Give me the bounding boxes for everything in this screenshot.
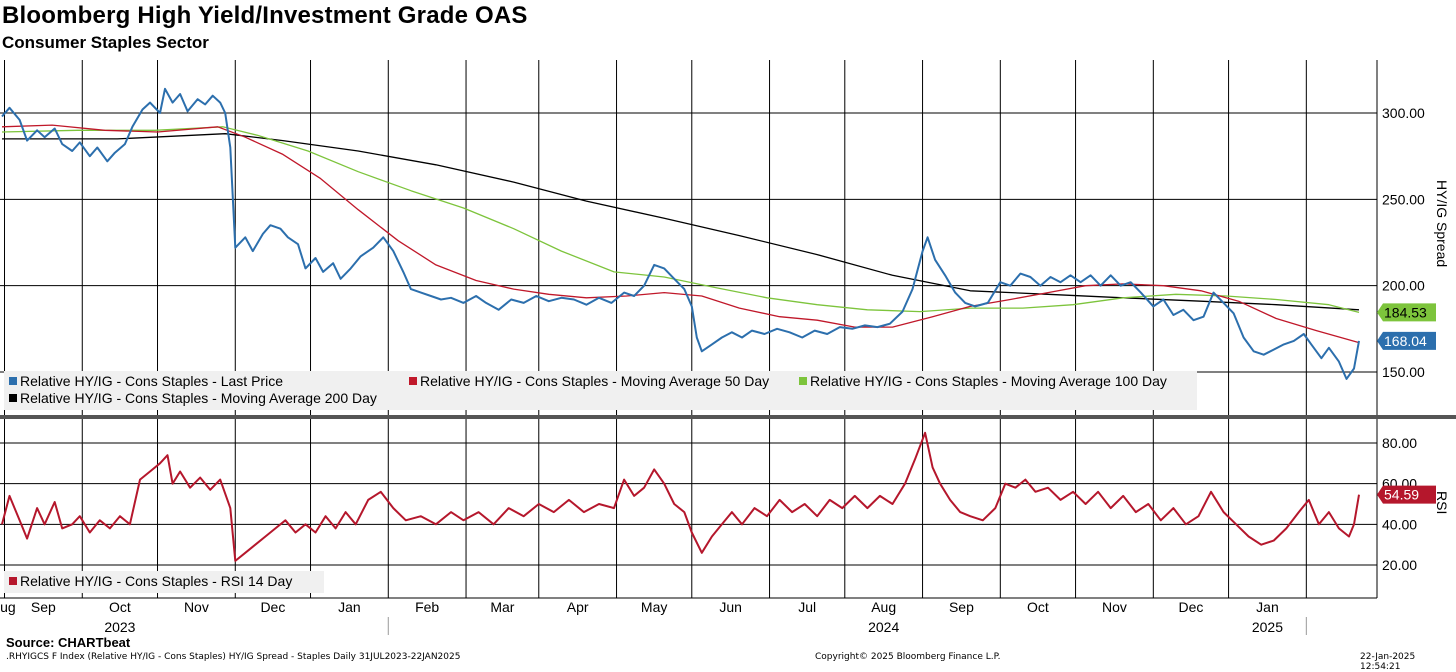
last-price-swatch <box>9 377 17 385</box>
legend-item-ma200: Relative HY/IG - Cons Staples - Moving A… <box>9 390 377 406</box>
footer-copyright: Copyright© 2025 Bloomberg Finance L.P. <box>815 652 1001 662</box>
series-rsi-line <box>1 431 1360 562</box>
y-tick-label: 40.00 <box>1382 516 1417 532</box>
y-tick-label: 250.00 <box>1382 191 1425 207</box>
chart-subtitle: Consumer Staples Sector <box>2 33 209 52</box>
y-tick-label: 80.00 <box>1382 435 1417 451</box>
x-year-label: 2024 <box>868 619 899 635</box>
x-tick-label: Feb <box>415 599 439 615</box>
rsi-swatch <box>9 577 17 585</box>
legend-item-ma100: Relative HY/IG - Cons Staples - Moving A… <box>799 373 1167 389</box>
last-value-badge-ma100-bg <box>1377 303 1436 322</box>
panel-separator <box>0 415 1456 419</box>
x-tick-label: Nov <box>184 599 209 615</box>
x-year-label: 2025 <box>1252 619 1283 635</box>
x-tick-label: Jul <box>798 599 816 615</box>
legend-bottom: Relative HY/IG - Cons Staples - RSI 14 D… <box>4 571 324 593</box>
footer-timestamp: 22-Jan-2025 12:54:21 <box>1360 652 1416 672</box>
x-tick-label: Sep <box>31 599 56 615</box>
last-value-badge-rsi-bg <box>1377 485 1436 504</box>
x-tick-label: Apr <box>567 599 589 615</box>
last-value-badge-last-price-text: 168.04 <box>1384 333 1427 349</box>
x-tick-label: Mar <box>490 599 514 615</box>
ma200-swatch <box>9 394 17 402</box>
x-tick-label: Aug <box>871 599 896 615</box>
footer-description: .RHYIGCS F Index (Relative HY/IG - Cons … <box>6 652 461 662</box>
x-tick-label: Jun <box>719 599 742 615</box>
chart-title: Bloomberg High Yield/Investment Grade OA… <box>2 2 528 29</box>
x-tick-label: Jan <box>338 599 361 615</box>
x-tick-label: Oct <box>1027 599 1049 615</box>
ma50-swatch <box>409 377 417 385</box>
x-tick-label: Nov <box>1102 599 1127 615</box>
last-value-badge-last-price-bg <box>1377 331 1436 350</box>
x-year-label: 2023 <box>104 619 135 635</box>
legend-item-ma50: Relative HY/IG - Cons Staples - Moving A… <box>409 373 769 389</box>
x-tick-label: Oct <box>109 599 131 615</box>
legend-item-last-price: Relative HY/IG - Cons Staples - Last Pri… <box>9 373 283 389</box>
legend-label: Relative HY/IG - Cons Staples - Moving A… <box>810 373 1167 389</box>
x-tick-label: May <box>641 599 667 615</box>
x-tick-label: Aug <box>0 599 16 615</box>
y-tick-label: 300.00 <box>1382 105 1425 121</box>
ma100-swatch <box>799 377 807 385</box>
y-axis-title-bottom: RSI <box>1434 491 1450 514</box>
y-tick-label: 150.00 <box>1382 364 1425 380</box>
y-tick-label: 200.00 <box>1382 278 1425 294</box>
last-value-badge-rsi-text: 54.59 <box>1384 487 1419 503</box>
legend-item-rsi: Relative HY/IG - Cons Staples - RSI 14 D… <box>9 573 292 589</box>
y-tick-label: 20.00 <box>1382 557 1417 573</box>
legend-label: Relative HY/IG - Cons Staples - Moving A… <box>20 390 377 406</box>
legend-label: Relative HY/IG - Cons Staples - Moving A… <box>420 373 770 389</box>
x-tick-label: Sep <box>949 599 974 615</box>
source-label: Source: CHARTbeat <box>6 635 131 650</box>
last-value-badge-ma100-text: 184.53 <box>1384 304 1427 320</box>
legend-label: Relative HY/IG - Cons Staples - Last Pri… <box>20 373 283 389</box>
legend-label: Relative HY/IG - Cons Staples - RSI 14 D… <box>20 573 293 589</box>
series-last-price-line <box>1 87 1360 380</box>
y-axis-title-top: HY/IG Spread <box>1434 180 1450 267</box>
x-tick-label: Jan <box>1256 599 1279 615</box>
series-ma100-line <box>1 126 1360 314</box>
series-ma50-line <box>1 124 1360 344</box>
x-tick-label: Dec <box>1178 599 1203 615</box>
series-ma200-line <box>2 133 1360 311</box>
x-tick-label: Dec <box>260 599 285 615</box>
legend-top: Relative HY/IG - Cons Staples - Last Pri… <box>4 371 1197 410</box>
